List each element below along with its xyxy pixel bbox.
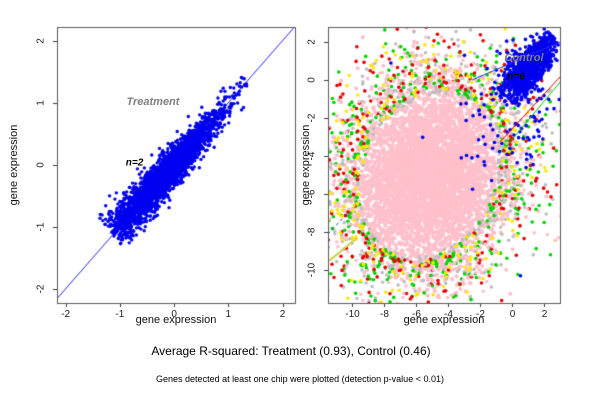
right-x-axis-label: gene expression: [403, 314, 485, 326]
y-tick-label: -10: [306, 262, 318, 278]
control-n-label: n=6: [507, 71, 525, 83]
treatment-n-label: n=2: [125, 157, 144, 169]
x-tick-label: -10: [345, 309, 360, 320]
detection-note-caption: Genes detected at least one chip were pl…: [156, 374, 444, 384]
y-tick-label: 2: [35, 37, 47, 44]
x-tick-label: 0: [171, 309, 177, 320]
y-tick-label: -2: [35, 284, 47, 294]
x-tick-label: -6: [412, 309, 421, 320]
left-x-axis-label: gene expression: [135, 314, 217, 326]
y-tick-label: -2: [306, 113, 318, 123]
y-tick-label: 0: [35, 161, 47, 168]
y-tick-label: -1: [35, 222, 47, 232]
x-tick-label: -2: [61, 309, 71, 320]
x-tick-label: -1: [115, 309, 125, 320]
x-tick-label: 2: [279, 309, 286, 320]
x-tick-label: 0: [509, 309, 516, 320]
control-panel-label: Control: [504, 51, 544, 64]
y-tick-label: -4: [306, 151, 318, 161]
y-tick-label: -6: [306, 189, 318, 199]
y-tick-label: 2: [306, 39, 318, 45]
y-tick-label: 1: [35, 99, 47, 106]
x-tick-label: -8: [380, 309, 389, 320]
y-tick-label: 0: [306, 77, 318, 83]
x-tick-label: 2: [541, 309, 548, 320]
x-tick-label: -2: [476, 309, 485, 320]
x-tick-label: -4: [444, 309, 453, 320]
treatment-panel-label: Treatment: [126, 96, 180, 109]
r-squared-caption: Average R-squared: Treatment (0.93), Con…: [151, 344, 431, 358]
y-tick-label: -8: [306, 227, 318, 237]
x-tick-label: 1: [225, 309, 232, 320]
left-y-axis-label: gene expression: [8, 124, 20, 206]
